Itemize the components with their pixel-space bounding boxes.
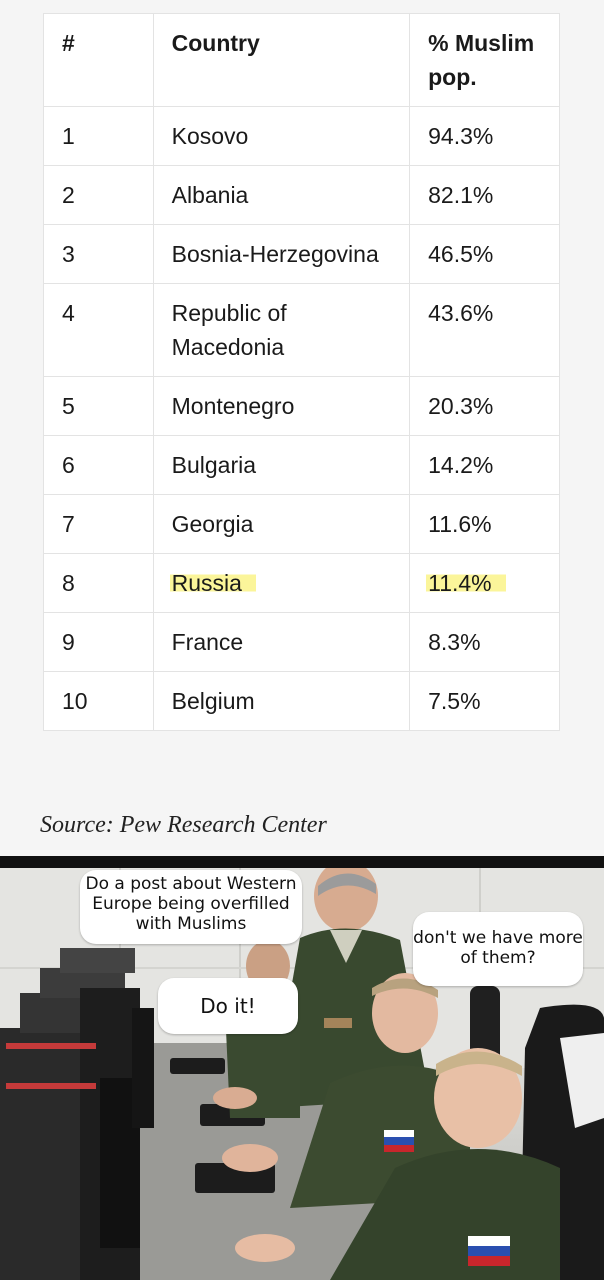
row-rank: 9 (43, 612, 154, 672)
row-percent: 43.6% (409, 283, 560, 377)
meme-photo-panel: Do a post about Western Europe being ove… (0, 868, 604, 1280)
soldiers-at-computers-illustration (0, 868, 604, 1280)
row-country: Bosnia-Herzegovina (152, 224, 411, 284)
bubble-text: Do a post about Western Europe being ove… (85, 874, 297, 934)
table-section: # Country % Muslim pop. 1 Kosovo 94.3% 2… (40, 13, 560, 838)
table-row: 10 Belgium 7.5% (43, 671, 560, 731)
row-country: Kosovo (152, 106, 411, 166)
header-country: Country (152, 13, 411, 107)
row-country: Republic of Macedonia (152, 283, 411, 377)
table-row: 2 Albania 82.1% (43, 165, 560, 225)
row-rank: 6 (43, 435, 154, 495)
row-rank: 7 (43, 494, 154, 554)
row-country: Albania (152, 165, 411, 225)
row-rank: 2 (43, 165, 154, 225)
row-country: Bulgaria (152, 435, 411, 495)
highlight-mark: 11.4% (426, 570, 506, 596)
row-rank: 10 (43, 671, 154, 731)
row-percent: 7.5% (409, 671, 560, 731)
row-percent: 8.3% (409, 612, 560, 672)
row-country: Belgium (152, 671, 411, 731)
bubble-text: don't we have more of them? (413, 928, 583, 968)
speech-bubble-question: don't we have more of them? (413, 912, 583, 986)
speech-bubble-general: Do a post about Western Europe being ove… (80, 870, 302, 944)
table-row: 1 Kosovo 94.3% (43, 106, 560, 166)
row-rank: 1 (43, 106, 154, 166)
table-row: 5 Montenegro 20.3% (43, 376, 560, 436)
row-country: Georgia (152, 494, 411, 554)
row-percent: 14.2% (409, 435, 560, 495)
row-country: Montenegro (152, 376, 411, 436)
speech-bubble-do-it: Do it! (158, 978, 298, 1034)
table-row: 9 France 8.3% (43, 612, 560, 672)
row-percent: 11.4% (409, 553, 560, 613)
table-row: 4 Republic of Macedonia 43.6% (43, 283, 560, 377)
row-rank: 8 (43, 553, 154, 613)
panel-divider (0, 856, 604, 868)
row-percent: 82.1% (409, 165, 560, 225)
row-percent: 94.3% (409, 106, 560, 166)
table-row: 7 Georgia 11.6% (43, 494, 560, 554)
row-country: Russia (152, 553, 411, 613)
row-rank: 5 (43, 376, 154, 436)
header-rank: # (43, 13, 154, 107)
row-percent: 20.3% (409, 376, 560, 436)
row-country: France (152, 612, 411, 672)
row-percent: 46.5% (409, 224, 560, 284)
highlight-mark: Russia (169, 570, 256, 596)
source-caption: Source: Pew Research Center (40, 812, 327, 838)
table-row: 3 Bosnia-Herzegovina 46.5% (43, 224, 560, 284)
header-percent: % Muslim pop. (409, 13, 560, 107)
table-row-highlighted: 8 Russia 11.4% (43, 553, 560, 613)
row-percent: 11.6% (409, 494, 560, 554)
table-row: 6 Bulgaria 14.2% (43, 435, 560, 495)
row-rank: 4 (43, 283, 154, 377)
row-rank: 3 (43, 224, 154, 284)
muslim-population-table: # Country % Muslim pop. 1 Kosovo 94.3% 2… (43, 13, 560, 731)
table-header-row: # Country % Muslim pop. (43, 13, 560, 107)
bubble-text: Do it! (200, 994, 256, 1018)
